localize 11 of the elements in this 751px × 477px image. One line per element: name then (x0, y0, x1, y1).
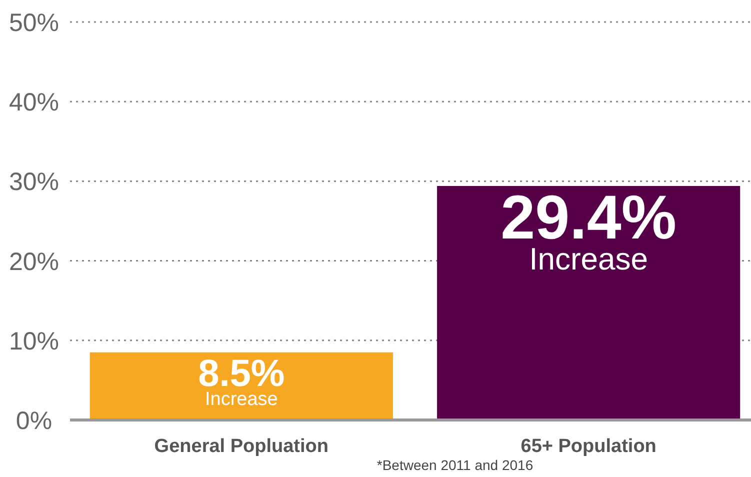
y-tick-label: 30% (8, 168, 60, 196)
text: *Between 2011 and 2016 (376, 457, 534, 473)
x-tick-label: General Popluation (154, 436, 329, 457)
y-tick-label: 10% (8, 327, 60, 356)
y-tick-label: 20% (8, 248, 60, 276)
annotation: Increase (529, 241, 648, 276)
x-tick-label: 65+ Population (520, 436, 656, 457)
annotation: Increase (204, 388, 278, 410)
y-tick-label: 50% (8, 9, 60, 37)
y-tick-label: 40% (8, 88, 60, 117)
y-tick-label: 0% (16, 407, 52, 435)
